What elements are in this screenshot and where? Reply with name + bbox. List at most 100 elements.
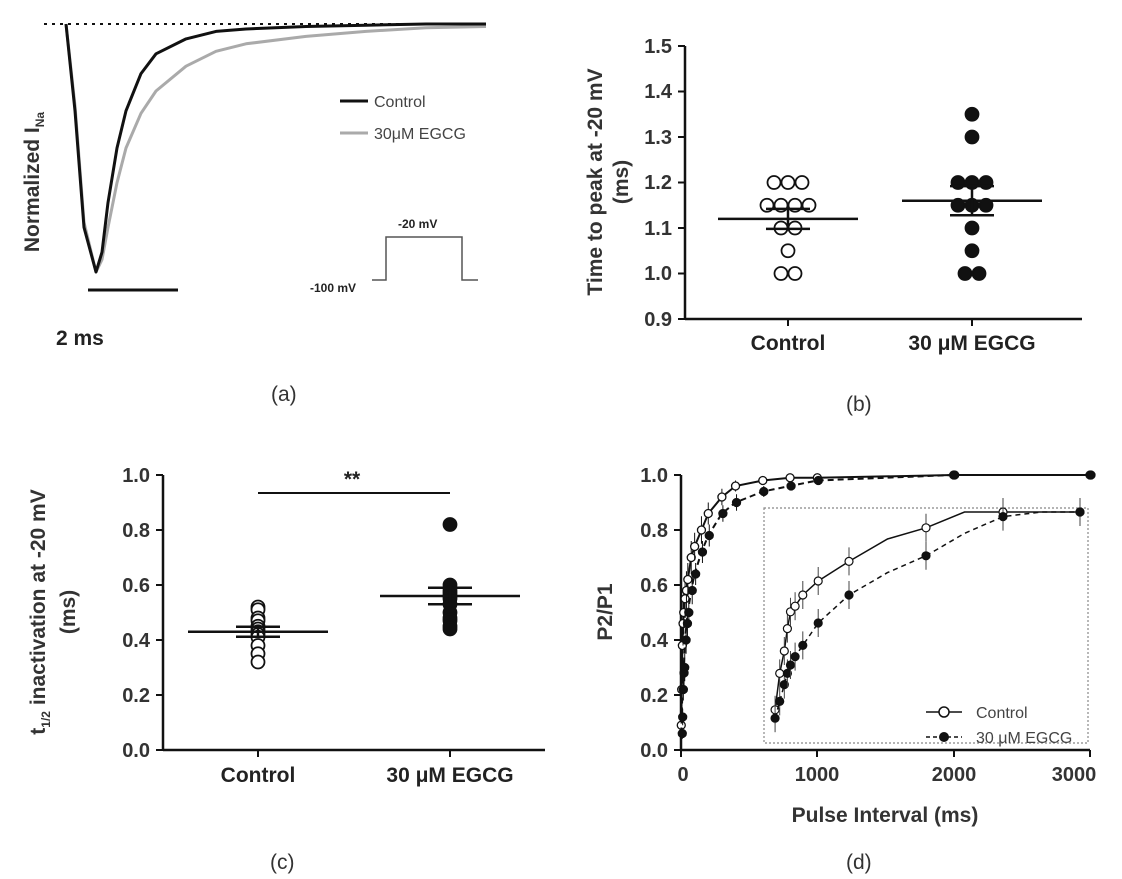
inset-data-point xyxy=(798,590,808,600)
trace-control xyxy=(64,22,486,274)
y-tick-label: 1.3 xyxy=(644,127,672,149)
data-point xyxy=(696,525,707,535)
inset-data-point xyxy=(782,668,793,679)
y-tick-label: 0.9 xyxy=(644,309,672,331)
y-tick-label: 0.4 xyxy=(122,630,151,652)
inset-data-point xyxy=(779,646,789,656)
data-point xyxy=(773,266,789,281)
step-potential-label: -20 mV xyxy=(398,217,437,231)
y-tick-label: 1.0 xyxy=(640,465,668,487)
inset-data-point xyxy=(770,713,780,723)
legend-control-label: Control xyxy=(374,94,426,111)
y-label-line1: Time to peak at -20 mV xyxy=(584,68,607,295)
y-tick-label: 1.1 xyxy=(644,218,672,240)
category-label-egcg: 30 μM EGCG xyxy=(386,764,513,787)
data-point xyxy=(950,197,966,213)
data-point xyxy=(794,175,810,190)
y-tick-label: 0.6 xyxy=(122,575,150,597)
data-point xyxy=(697,547,708,557)
y-tick-label: 0.0 xyxy=(640,740,668,762)
legend-egcg-label: 30μM EGCG xyxy=(374,126,466,143)
y-tick-label: 1.2 xyxy=(644,172,672,194)
data-point xyxy=(785,473,795,483)
legend-marker-control xyxy=(938,706,950,718)
inset-data-point xyxy=(775,668,785,679)
scale-bar-label: 2 ms xyxy=(56,327,104,350)
data-point xyxy=(730,481,741,491)
category-label-control: Control xyxy=(221,764,296,787)
scatter-points xyxy=(718,106,1042,281)
scatter-points xyxy=(188,517,520,670)
y-tick-label: 0.2 xyxy=(640,685,668,707)
inset-data-point xyxy=(921,551,931,561)
y-tick-label: 0.4 xyxy=(640,630,669,652)
inset-data-point xyxy=(813,576,823,586)
data-point xyxy=(780,175,796,190)
y-axis-label: Normalized INa xyxy=(21,112,47,253)
current-traces xyxy=(64,22,487,274)
data-point xyxy=(787,266,803,281)
data-point xyxy=(971,266,987,281)
data-point xyxy=(684,607,694,618)
data-point xyxy=(703,508,713,519)
data-point xyxy=(681,635,691,645)
inset-data-point xyxy=(775,696,785,707)
y-label-subscript: Na xyxy=(33,112,47,128)
data-point xyxy=(442,517,458,532)
panel-d-label: (d) xyxy=(846,851,872,874)
data-point xyxy=(759,486,769,497)
inset-data-point xyxy=(790,601,800,611)
inset-data-point xyxy=(921,523,931,533)
panel-d-recovery: 0.0 0.2 0.4 0.6 0.8 1.0 0 1000 2000 3000… xyxy=(594,465,1096,874)
y-tick-label: 0.0 xyxy=(122,740,150,762)
inset-data-point xyxy=(813,618,823,628)
panel-c-half-inactivation: 0.0 0.2 0.4 0.6 0.8 1.0 Control 30 μM EG… xyxy=(27,465,545,874)
y-label-line2: (ms) xyxy=(57,590,80,634)
x-tick-label: 2000 xyxy=(932,764,977,786)
inset-data-point xyxy=(998,511,1008,522)
y-tick-label: 1.4 xyxy=(644,81,673,103)
inset-data-point xyxy=(790,651,800,662)
inset-data-point xyxy=(779,679,789,690)
y-axis-label: t1/2 inactivation at -20 mV (ms) xyxy=(27,489,80,734)
y-label-main: Normalized I xyxy=(21,127,44,252)
y-tick-label: 0.2 xyxy=(122,685,150,707)
panel-a-current-traces: 2 ms Normalized INa Control 30μM EGCG -1… xyxy=(21,22,487,406)
legend-egcg-label: 30 μM EGCG xyxy=(976,730,1072,747)
y-tick-label: 0.8 xyxy=(122,520,150,542)
data-point xyxy=(718,508,728,519)
data-point xyxy=(758,475,768,486)
inset-data-point xyxy=(844,590,854,600)
panel-b-time-to-peak: 0.9 1.0 1.1 1.2 1.3 1.4 1.5 Control 30 μ… xyxy=(584,36,1082,416)
voltage-protocol-step xyxy=(372,236,478,281)
inset-data-point xyxy=(844,556,854,567)
data-point xyxy=(704,530,714,541)
data-point xyxy=(813,475,823,486)
data-point xyxy=(1086,470,1096,480)
inset-data-point xyxy=(785,660,796,670)
x-axis-label: Pulse Interval (ms) xyxy=(792,804,979,827)
x-tick-label: 0 xyxy=(677,764,688,786)
data-point xyxy=(680,662,690,673)
y-axis-label: P2/P1 xyxy=(594,583,617,641)
x-ticks: 0 1000 2000 3000 xyxy=(677,750,1096,786)
data-point xyxy=(678,712,688,722)
x-tick-label: 3000 xyxy=(1052,764,1097,786)
x-tick-label: 1000 xyxy=(795,764,840,786)
y-tick-label: 1.5 xyxy=(644,36,672,58)
data-point xyxy=(687,585,697,596)
data-point xyxy=(786,481,796,491)
legend-control-label: Control xyxy=(976,705,1028,722)
data-point xyxy=(780,243,796,259)
y-ticks: 0.9 1.0 1.1 1.2 1.3 1.4 1.5 xyxy=(644,36,685,331)
data-point xyxy=(957,266,973,281)
data-point xyxy=(683,574,693,585)
data-point xyxy=(682,618,693,629)
inset-data-point xyxy=(782,623,793,634)
data-point xyxy=(964,220,980,236)
y-label-line2: (ms) xyxy=(610,160,633,204)
data-point xyxy=(964,129,980,145)
data-point xyxy=(964,106,980,122)
y-ticks: 0.0 0.2 0.4 0.6 0.8 1.0 xyxy=(640,465,681,762)
